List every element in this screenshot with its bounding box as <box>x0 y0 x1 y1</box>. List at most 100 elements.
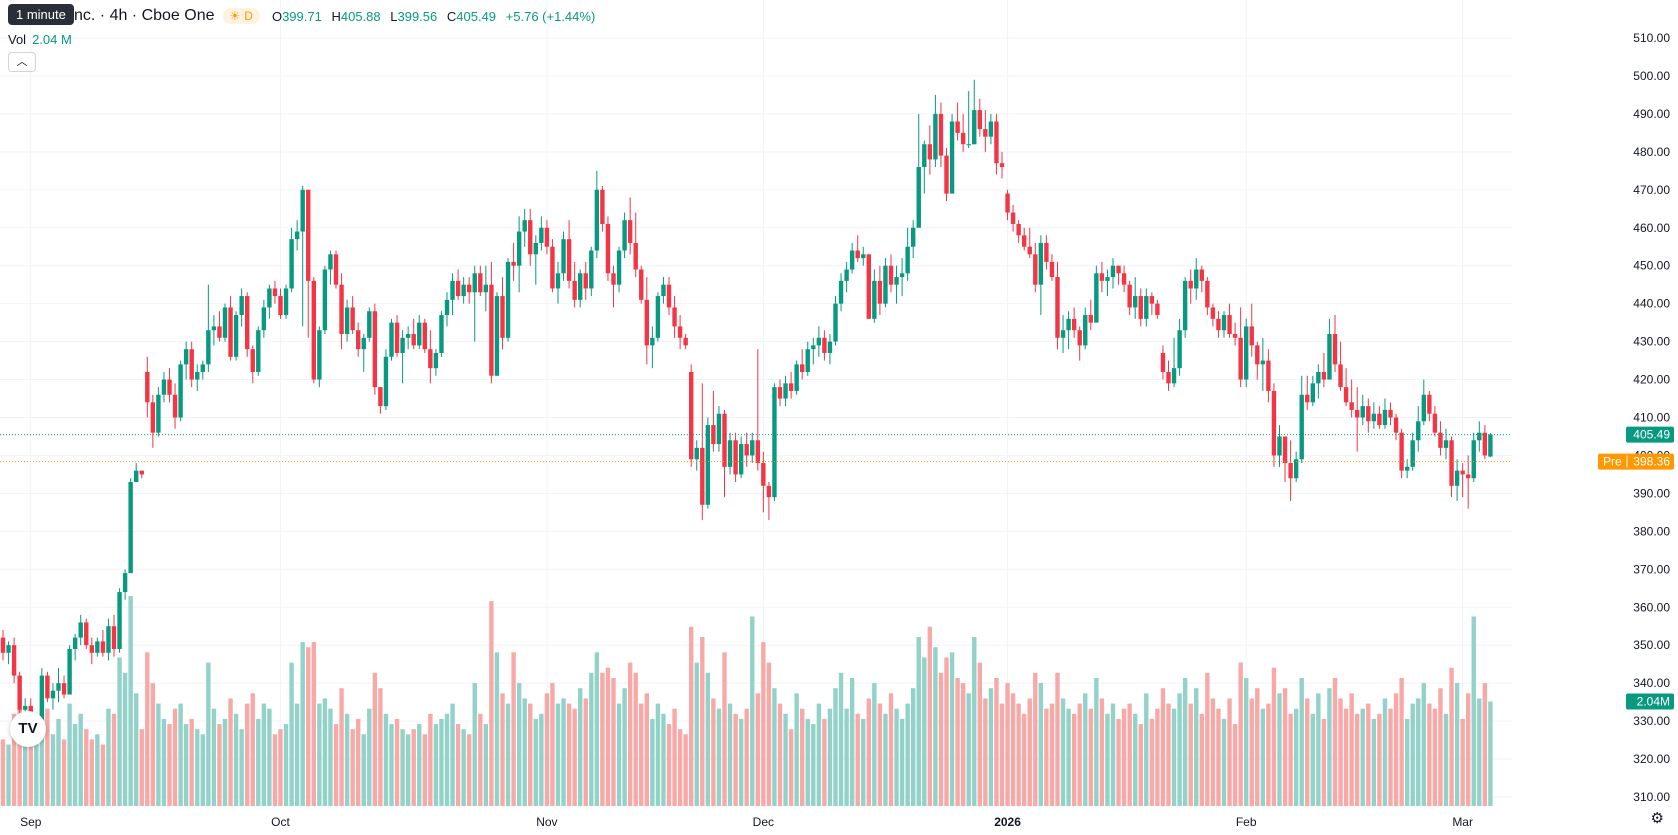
volume-bar <box>78 713 83 806</box>
candle <box>50 683 56 710</box>
market-status-label: D <box>244 9 253 23</box>
candle-body <box>1038 242 1044 285</box>
volume-bar <box>1271 667 1277 806</box>
candle <box>683 334 688 350</box>
candle <box>1371 402 1377 429</box>
candle-body <box>727 440 733 467</box>
candle-body <box>394 322 400 353</box>
candle-body <box>849 250 855 270</box>
candle-body <box>39 675 45 725</box>
candle <box>444 292 450 327</box>
volume-bar <box>528 703 533 806</box>
volume-bar <box>1060 698 1066 806</box>
candle <box>67 645 72 695</box>
candle-body <box>1438 432 1443 448</box>
candle <box>422 318 427 353</box>
candle-body <box>1488 434 1493 457</box>
volume-bar <box>566 703 572 806</box>
candle-body <box>122 573 128 593</box>
candle-body <box>206 330 211 365</box>
candle-body <box>211 326 217 331</box>
candle-body <box>1416 421 1421 441</box>
candle-body <box>1149 296 1155 304</box>
market-status-badge[interactable]: ☀ D <box>222 8 260 24</box>
volume-bar <box>106 708 111 806</box>
candle <box>539 216 544 251</box>
candle-body <box>1121 273 1127 285</box>
volume-bar <box>1022 713 1027 806</box>
candle <box>261 299 267 338</box>
candle <box>128 478 133 574</box>
candle-body <box>1083 315 1088 346</box>
volume-bar <box>61 739 67 806</box>
volume-bar <box>467 734 472 806</box>
candle-body <box>1133 296 1138 308</box>
candle-body <box>866 254 871 319</box>
volume-bar <box>1454 683 1460 806</box>
candle-body <box>722 413 727 467</box>
volume-bar <box>722 652 727 806</box>
candle-body <box>1155 303 1160 316</box>
volume-bar <box>1282 688 1288 806</box>
candle <box>933 94 938 168</box>
tradingview-logo[interactable]: TV <box>10 711 46 747</box>
volume-bar <box>827 708 833 806</box>
volume-bar <box>744 708 749 806</box>
volume-bar <box>1460 718 1465 806</box>
volume-bar <box>1232 724 1238 806</box>
volume-bar <box>45 708 50 806</box>
volume-bar <box>84 729 89 806</box>
candle <box>95 637 100 657</box>
candle <box>605 216 611 281</box>
volume-bar <box>738 718 744 806</box>
chevron-up-icon: ︿ <box>16 56 28 68</box>
candle <box>1005 189 1010 221</box>
collapse-legend-button[interactable]: ︿ <box>8 52 36 72</box>
price-tick-label: 310.00 <box>1633 790 1670 804</box>
candle <box>905 227 910 281</box>
volume-bar <box>705 672 711 806</box>
candle-body <box>172 394 178 418</box>
volume-bar <box>478 713 483 806</box>
volume-bar <box>1449 667 1454 806</box>
volume-bar <box>439 718 444 806</box>
candle <box>344 299 350 342</box>
volume-bar <box>794 693 799 806</box>
candle-body <box>794 364 799 391</box>
volume-bar <box>1260 708 1266 806</box>
time-tick-label: 2026 <box>994 815 1021 829</box>
candle-body <box>306 189 311 281</box>
candle <box>1238 307 1243 388</box>
volume-bar <box>844 708 849 806</box>
candle-body <box>1016 223 1021 236</box>
candle-body <box>1255 345 1260 365</box>
candle-body <box>233 315 239 357</box>
volume-bar <box>1077 703 1082 806</box>
candle <box>61 675 67 699</box>
volume-bar <box>494 652 500 806</box>
candle <box>822 330 827 361</box>
candle <box>650 326 655 369</box>
candle <box>1427 390 1432 422</box>
candle-body <box>350 307 355 331</box>
candle-body <box>100 641 106 653</box>
candle-body <box>672 307 677 327</box>
volume-bar <box>1149 718 1155 806</box>
volume-bar <box>378 688 383 806</box>
candle-body <box>1355 409 1360 418</box>
candle <box>417 315 422 350</box>
candle-body <box>1343 387 1349 403</box>
volume-bar <box>34 739 39 806</box>
volume-bar <box>317 703 322 806</box>
volume-bar <box>716 708 722 806</box>
symbol-title[interactable]: nc. · 4h · Cboe One <box>74 7 215 24</box>
settings-gear-icon[interactable]: ⚙ <box>1650 810 1664 827</box>
candle <box>716 406 722 452</box>
candle <box>339 273 344 350</box>
volume-bar <box>644 693 649 806</box>
candle-body <box>544 227 550 247</box>
volume-bar <box>888 693 894 806</box>
candle-body <box>461 284 466 297</box>
candle <box>433 349 439 376</box>
